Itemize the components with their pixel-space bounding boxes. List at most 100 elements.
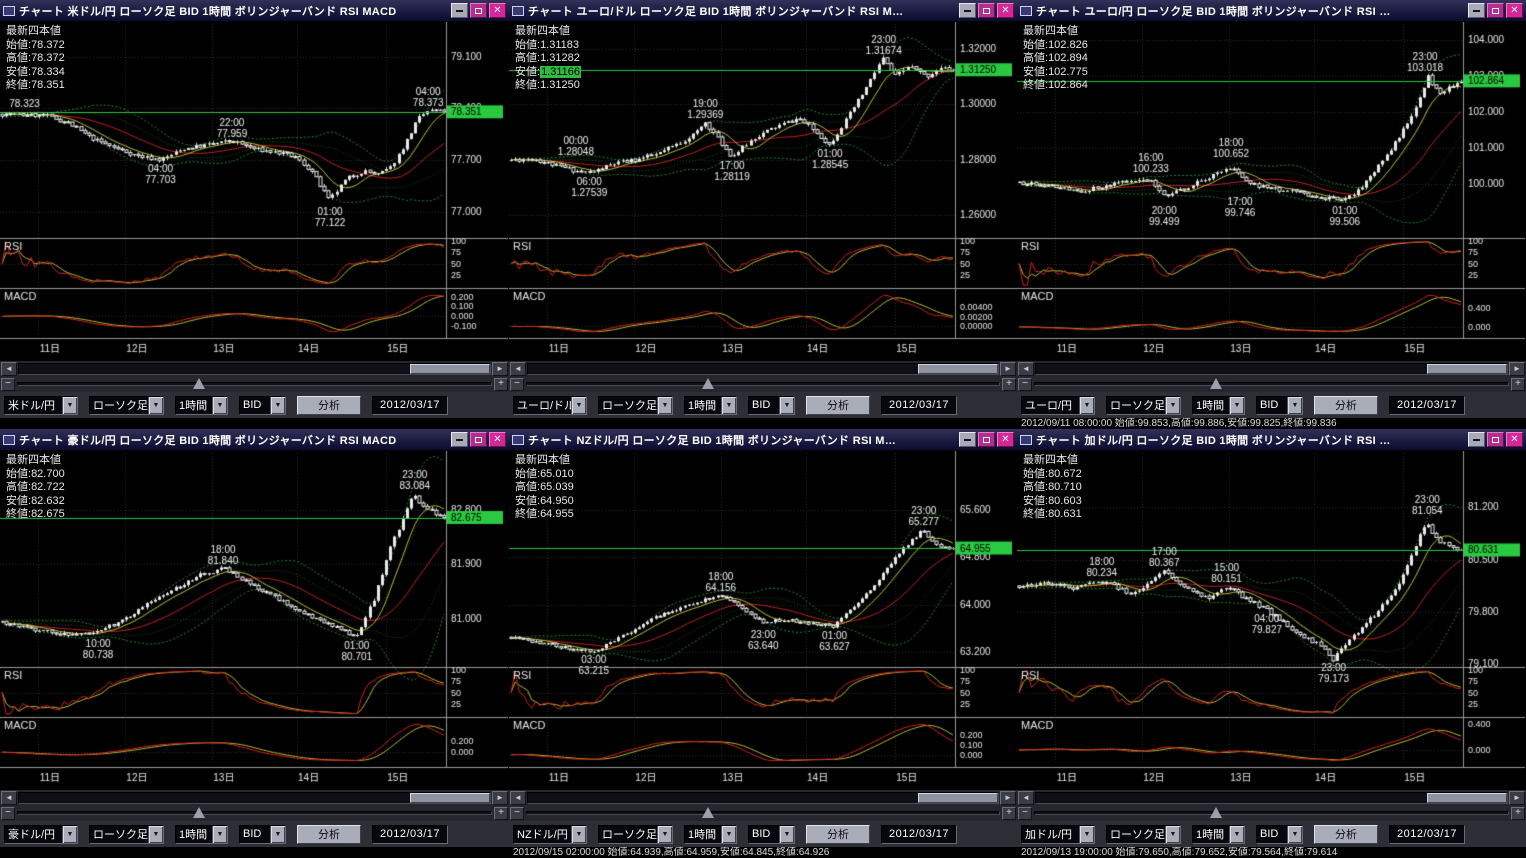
zoom-thumb[interactable] [193, 807, 205, 818]
zoom-in-button[interactable]: + [1002, 377, 1016, 391]
scrollbar-track[interactable] [527, 791, 999, 804]
price-side-select[interactable]: BID ▼ [748, 824, 795, 844]
maximize-button[interactable] [1487, 3, 1504, 18]
chevron-down-icon[interactable]: ▼ [1079, 396, 1094, 414]
scroll-left-button[interactable]: ◄ [1, 790, 17, 805]
pair-select[interactable]: 加ドル/円 ▼ [1021, 824, 1095, 844]
zoom-in-button[interactable]: + [1002, 806, 1016, 820]
chart-type-select[interactable]: ローソク足 ▼ [1106, 824, 1181, 844]
chart-type-select[interactable]: ローソク足 ▼ [598, 395, 673, 415]
close-button[interactable]: ✕ [997, 3, 1014, 18]
chevron-down-icon[interactable]: ▼ [1287, 825, 1302, 843]
chevron-down-icon[interactable]: ▼ [62, 825, 77, 843]
chevron-down-icon[interactable]: ▼ [571, 396, 586, 414]
analyze-button[interactable]: 分析 [1314, 824, 1378, 844]
zoom-track[interactable] [526, 807, 1000, 818]
minimize-button[interactable] [959, 3, 976, 18]
scroll-right-button[interactable]: ► [1509, 790, 1525, 805]
timeframe-select[interactable]: 1時間 ▼ [684, 395, 737, 415]
window-titlebar[interactable]: チャート 豪ドル/円 ローソク足 BID 1時間 ボリンジャーバンド RSI M… [0, 429, 509, 451]
zoom-out-button[interactable]: − [1018, 377, 1032, 391]
price-chart-canvas[interactable] [1017, 451, 1525, 789]
minimize-button[interactable] [1468, 3, 1485, 18]
zoom-thumb[interactable] [1210, 807, 1222, 818]
chevron-down-icon[interactable]: ▼ [721, 396, 736, 414]
chevron-down-icon[interactable]: ▼ [270, 396, 285, 414]
zoom-in-button[interactable]: + [1511, 377, 1525, 391]
price-chart-canvas[interactable] [509, 22, 1017, 360]
window-titlebar[interactable]: チャート ユーロ/円 ローソク足 BID 1時間 ボリンジャーバンド RSI …… [1017, 0, 1526, 22]
window-titlebar[interactable]: チャート 加ドル/円 ローソク足 BID 1時間 ボリンジャーバンド RSI …… [1017, 429, 1526, 451]
scroll-right-button[interactable]: ► [492, 361, 508, 376]
price-side-select[interactable]: BID ▼ [1256, 395, 1303, 415]
scrollbar-thumb[interactable] [409, 363, 490, 374]
scroll-left-button[interactable]: ◄ [1018, 790, 1034, 805]
zoom-track[interactable] [17, 378, 492, 389]
maximize-button[interactable] [470, 3, 487, 18]
chevron-down-icon[interactable]: ▼ [212, 825, 227, 843]
zoom-thumb[interactable] [1210, 378, 1222, 389]
minimize-button[interactable] [1468, 432, 1485, 447]
timeframe-select[interactable]: 1時間 ▼ [175, 824, 228, 844]
pair-select[interactable]: 豪ドル/円 ▼ [4, 824, 78, 844]
scroll-left-button[interactable]: ◄ [1018, 361, 1034, 376]
chevron-down-icon[interactable]: ▼ [779, 396, 794, 414]
pair-select[interactable]: ユーロ/ドル ▼ [513, 395, 587, 415]
zoom-thumb[interactable] [701, 378, 714, 389]
zoom-track[interactable] [1034, 378, 1509, 389]
zoom-out-button[interactable]: − [510, 806, 524, 820]
window-titlebar[interactable]: チャート 米ドル/円 ローソク足 BID 1時間 ボリンジャーバンド RSI M… [0, 0, 509, 22]
timeframe-select[interactable]: 1時間 ▼ [1192, 824, 1245, 844]
maximize-button[interactable] [470, 432, 487, 447]
price-chart-canvas[interactable] [0, 451, 508, 789]
chevron-down-icon[interactable]: ▼ [62, 396, 77, 414]
maximize-button[interactable] [978, 3, 995, 18]
pair-select[interactable]: 米ドル/円 ▼ [4, 395, 78, 415]
price-side-select[interactable]: BID ▼ [1256, 824, 1303, 844]
chevron-down-icon[interactable]: ▼ [1287, 396, 1302, 414]
window-titlebar[interactable]: チャート ユーロ/ドル ローソク足 BID 1時間 ボリンジャーバンド RSI … [509, 0, 1017, 22]
close-button[interactable]: ✕ [489, 3, 506, 18]
scroll-right-button[interactable]: ► [1000, 790, 1016, 805]
scroll-left-button[interactable]: ◄ [510, 361, 526, 376]
chevron-down-icon[interactable]: ▼ [148, 825, 163, 843]
chevron-down-icon[interactable]: ▼ [212, 396, 227, 414]
chevron-down-icon[interactable]: ▼ [657, 396, 672, 414]
scrollbar-thumb[interactable] [918, 363, 998, 374]
zoom-track[interactable] [526, 378, 1000, 389]
price-chart-canvas[interactable] [1017, 22, 1525, 360]
zoom-in-button[interactable]: + [1511, 806, 1525, 820]
chevron-down-icon[interactable]: ▼ [571, 825, 586, 843]
zoom-out-button[interactable]: − [1, 806, 15, 820]
date-field[interactable]: 2012/03/17 [1389, 824, 1465, 844]
timeframe-select[interactable]: 1時間 ▼ [684, 824, 737, 844]
scrollbar-thumb[interactable] [1426, 792, 1507, 803]
chevron-down-icon[interactable]: ▼ [1165, 825, 1180, 843]
zoom-thumb[interactable] [701, 807, 714, 818]
scrollbar-thumb[interactable] [409, 792, 490, 803]
timeframe-select[interactable]: 1時間 ▼ [1192, 395, 1245, 415]
date-field[interactable]: 2012/03/17 [1389, 395, 1465, 415]
minimize-button[interactable] [451, 432, 468, 447]
zoom-out-button[interactable]: − [1, 377, 15, 391]
scroll-right-button[interactable]: ► [1000, 361, 1016, 376]
scroll-right-button[interactable]: ► [1509, 361, 1525, 376]
minimize-button[interactable] [451, 3, 468, 18]
pair-select[interactable]: ユーロ/円 ▼ [1021, 395, 1095, 415]
chart-type-select[interactable]: ローソク足 ▼ [89, 824, 164, 844]
timeframe-select[interactable]: 1時間 ▼ [175, 395, 228, 415]
close-button[interactable]: ✕ [997, 432, 1014, 447]
price-side-select[interactable]: BID ▼ [239, 395, 286, 415]
zoom-in-button[interactable]: + [494, 377, 508, 391]
scrollbar-track[interactable] [1035, 791, 1508, 804]
chevron-down-icon[interactable]: ▼ [657, 825, 672, 843]
chevron-down-icon[interactable]: ▼ [270, 825, 285, 843]
zoom-in-button[interactable]: + [494, 806, 508, 820]
scroll-left-button[interactable]: ◄ [510, 790, 526, 805]
analyze-button[interactable]: 分析 [297, 395, 361, 415]
scrollbar-track[interactable] [527, 362, 999, 375]
chart-type-select[interactable]: ローソク足 ▼ [1106, 395, 1181, 415]
zoom-track[interactable] [17, 807, 492, 818]
date-field[interactable]: 2012/03/17 [372, 395, 448, 415]
close-button[interactable]: ✕ [489, 432, 506, 447]
